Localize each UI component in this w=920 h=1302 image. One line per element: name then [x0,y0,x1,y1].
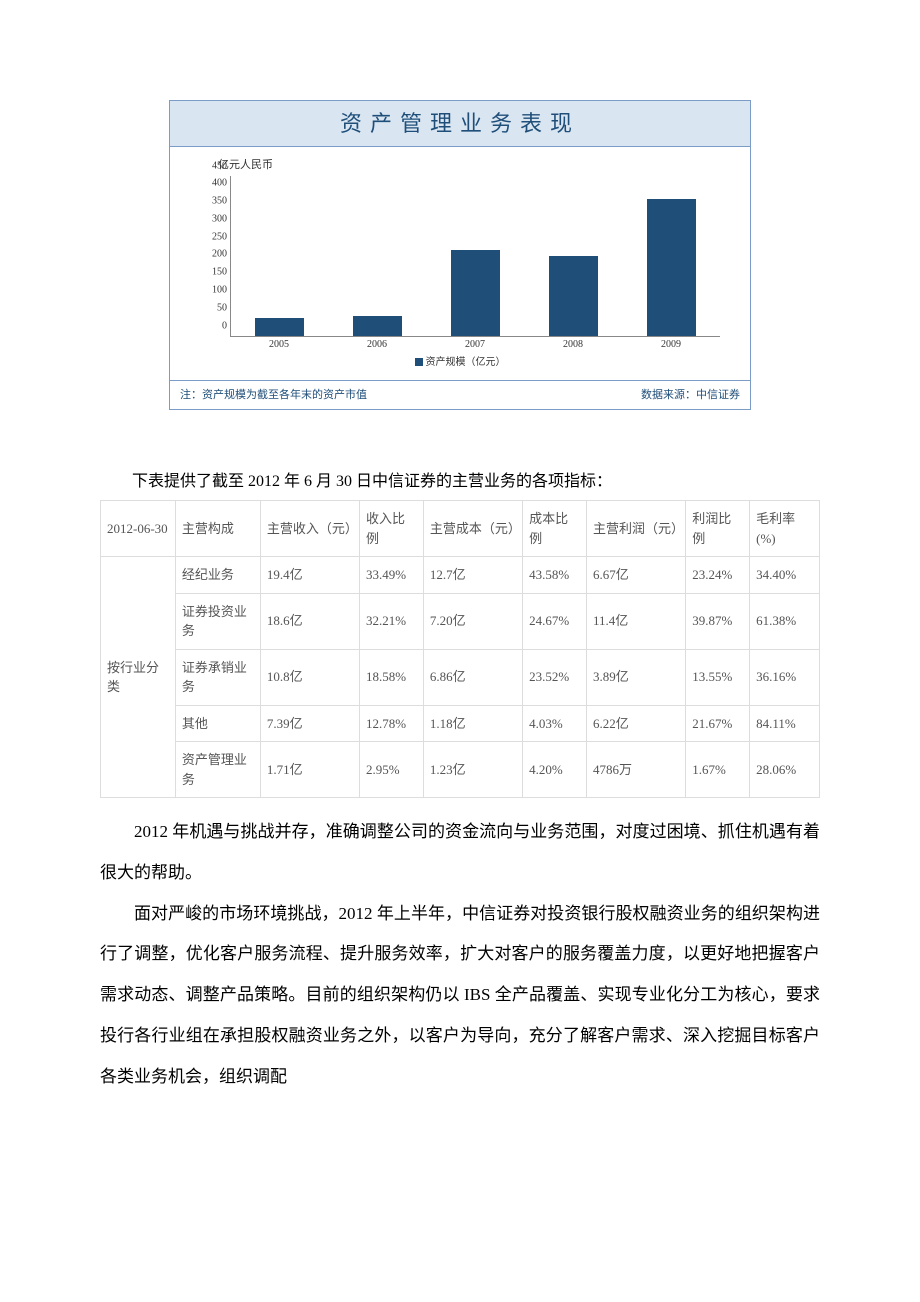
table-cell: 1.71亿 [260,742,359,798]
ytick-label: 450 [199,158,227,173]
legend-label: 资产规模（亿元） [426,357,506,368]
table-body: 按行业分类经纪业务19.4亿33.49%12.7亿43.58%6.67亿23.2… [101,557,820,798]
table-header-cell: 收入比例 [360,501,424,557]
table-row: 证券投资业务18.6亿32.21%7.20亿24.67%11.4亿39.87%6… [101,593,820,649]
table-header-cell: 主营成本（元） [423,501,522,557]
table-cell: 6.22亿 [587,705,686,742]
table-cell: 3.89亿 [587,649,686,705]
chart-footer: 注：资产规模为截至各年末的资产市值 数据来源：中信证券 [170,380,750,410]
table-header-cell: 主营收入（元） [260,501,359,557]
table-cell: 1.23亿 [423,742,522,798]
table-cell: 61.38% [750,593,820,649]
table-cell: 2.95% [360,742,424,798]
xtick-label: 2009 [661,337,681,352]
table-cell: 21.67% [686,705,750,742]
chart-title: 资产管理业务表现 [170,101,750,147]
business-table: 2012-06-30主营构成主营收入（元）收入比例主营成本（元）成本比例主营利润… [100,500,820,798]
chart-ylabel: 亿元人民币 [218,157,730,174]
table-header-cell: 毛利率(%) [750,501,820,557]
table-row: 资产管理业务1.71亿2.95%1.23亿4.20%4786万1.67%28.0… [101,742,820,798]
row-group-cell: 按行业分类 [101,557,176,798]
table-cell: 18.58% [360,649,424,705]
table-cell: 34.40% [750,557,820,594]
footer-right: 数据来源：中信证券 [641,387,740,404]
ytick-label: 400 [199,176,227,191]
bar [255,318,304,336]
bar [647,199,696,336]
table-cell: 28.06% [750,742,820,798]
table-cell: 23.52% [523,649,587,705]
table-cell: 6.86亿 [423,649,522,705]
para-2: 面对严峻的市场环境挑战，2012 年上半年，中信证券对投资银行股权融资业务的组织… [100,894,820,1098]
ytick-label: 150 [199,265,227,280]
table-row: 其他7.39亿12.78%1.18亿4.03%6.22亿21.67%84.11% [101,705,820,742]
table-cell: 7.20亿 [423,593,522,649]
table-cell: 11.4亿 [587,593,686,649]
ytick-label: 200 [199,247,227,262]
legend-swatch [415,358,423,366]
xtick-label: 2006 [367,337,387,352]
chart-legend: 资产规模（亿元） [190,355,730,370]
table-row: 证券承销业务10.8亿18.58%6.86亿23.52%3.89亿13.55%3… [101,649,820,705]
table-cell: 4786万 [587,742,686,798]
table-cell: 32.21% [360,593,424,649]
table-cell: 7.39亿 [260,705,359,742]
table-cell: 39.87% [686,593,750,649]
xtick-label: 2007 [465,337,485,352]
bar [451,250,500,335]
table-cell: 13.55% [686,649,750,705]
table-cell: 6.67亿 [587,557,686,594]
chart-plot: 050100150200250300350400450 [230,176,720,337]
xtick-label: 2008 [563,337,583,352]
table-cell: 12.78% [360,705,424,742]
table-cell: 1.67% [686,742,750,798]
table-cell: 10.8亿 [260,649,359,705]
table-cell: 18.6亿 [260,593,359,649]
footer-left: 注：资产规模为截至各年末的资产市值 [180,387,367,404]
ytick-label: 50 [199,300,227,315]
table-header-row: 2012-06-30主营构成主营收入（元）收入比例主营成本（元）成本比例主营利润… [101,501,820,557]
table-cell: 4.03% [523,705,587,742]
table-cell: 36.16% [750,649,820,705]
para-1: 2012 年机遇与挑战并存，准确调整公司的资金流向与业务范围，对度过困境、抓住机… [100,812,820,894]
asset-chart: 资产管理业务表现 亿元人民币 0501001502002503003504004… [169,100,751,410]
table-cell: 证券承销业务 [175,649,260,705]
table-header-cell: 主营利润（元） [587,501,686,557]
bar [549,256,598,336]
ytick-label: 100 [199,282,227,297]
table-header-cell: 利润比例 [686,501,750,557]
table-header-cell: 主营构成 [175,501,260,557]
bar [353,316,402,336]
table-intro: 下表提供了截至 2012 年 6 月 30 日中信证券的主营业务的各项指标： [100,470,820,494]
ytick-label: 350 [199,194,227,209]
chart-xlabels: 2005 2006 2007 2008 2009 [230,337,720,351]
table-row: 按行业分类经纪业务19.4亿33.49%12.7亿43.58%6.67亿23.2… [101,557,820,594]
table-cell: 24.67% [523,593,587,649]
table-cell: 经纪业务 [175,557,260,594]
table-cell: 1.18亿 [423,705,522,742]
table-header-cell: 成本比例 [523,501,587,557]
table-cell: 33.49% [360,557,424,594]
table-cell: 23.24% [686,557,750,594]
chart-body: 亿元人民币 050100150200250300350400450 200520… [170,147,750,380]
table-cell: 19.4亿 [260,557,359,594]
table-cell: 资产管理业务 [175,742,260,798]
table-cell: 证券投资业务 [175,593,260,649]
table-header-cell: 2012-06-30 [101,501,176,557]
table-cell: 12.7亿 [423,557,522,594]
ytick-label: 250 [199,229,227,244]
table-cell: 4.20% [523,742,587,798]
table-cell: 其他 [175,705,260,742]
table-cell: 43.58% [523,557,587,594]
table-cell: 84.11% [750,705,820,742]
xtick-label: 2005 [269,337,289,352]
ytick-label: 0 [199,318,227,333]
ytick-label: 300 [199,211,227,226]
